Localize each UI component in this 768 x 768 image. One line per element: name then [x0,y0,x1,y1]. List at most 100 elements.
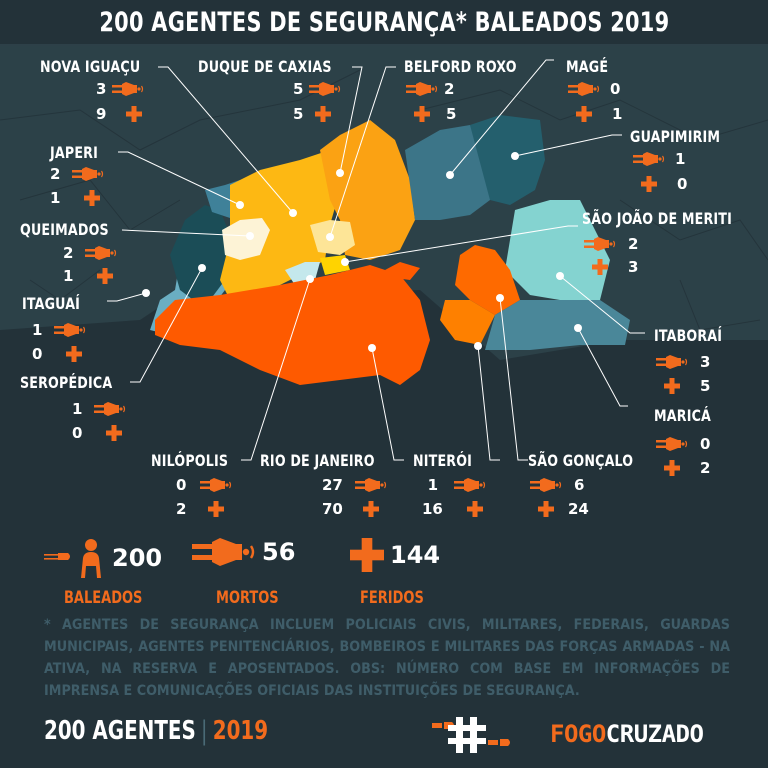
label-marica: MARICÁ [654,406,712,425]
stat-nova-iguacu-feridos: 9 [96,105,142,123]
stat-itaborai-mortos: 3 [656,353,710,371]
bullet-person-icon [309,82,341,96]
bullet-person-icon [530,478,562,492]
region-niteroi [440,300,495,345]
cross-icon [106,425,122,441]
stat-nova-iguacu-mortos: 3 [96,80,144,98]
brand-logo: FOGOCRUZADO [432,712,704,756]
cross-icon [664,460,680,476]
stat-niteroi-mortos: 1 [422,476,486,494]
stat-niteroi-feridos: 16 [422,500,483,518]
stat-marica-mortos: 0 [656,435,710,453]
stat-nilopolis-mortos: 0 [176,476,232,494]
cross-icon [363,501,379,517]
stat-sao-goncalo-feridos: 24 [538,500,589,518]
bullet-person-icon [584,237,616,251]
title-bar: 200 AGENTES DE SEGURANÇA* BALEADOS 2019 [0,0,768,46]
cross-icon [467,501,483,517]
baleados-value: 200 [112,544,163,572]
region-itaborai [505,200,610,300]
stat-sao-goncalo-mortos: 6 [530,476,584,494]
footer-year: 2019 [212,716,269,746]
label-itaguai: ITAGUAÍ [22,294,81,313]
footnote: * Agentes de segurança incluem policiais… [44,617,730,699]
label-itaborai: ITABORAÍ [654,326,723,345]
label-rio-de-janeiro: RIO DE JANEIRO [260,451,375,470]
cross-icon [664,378,680,394]
stat-sao-joao-de-meriti-feridos: 3 [592,258,638,276]
stat-belford-roxo-mortos: 2 [406,80,454,98]
label-seropedica: SEROPÉDICA [20,373,113,392]
footer-separator: | [200,716,208,746]
stat-mage-mortos: 0 [568,80,620,98]
stat-marica-feridos: 2 [664,459,710,477]
bullet-person-icon [112,82,144,96]
footer-main: 200 AGENTES [44,716,196,746]
bullet-person-icon [85,246,117,260]
region-map [0,59,768,525]
stat-itaguai-feridos: 0 [32,345,82,363]
stat-mage-feridos: 1 [576,105,622,123]
stat-japeri-feridos: 1 [50,189,100,207]
stat-rio-de-janeiro-mortos: 27 [322,476,387,494]
stat-seropedica-mortos: 1 [72,400,126,418]
stat-queimados-feridos: 1 [63,267,113,285]
bullet-person-icon [406,82,438,96]
cross-icon [641,176,657,192]
cross-icon [126,106,142,122]
stat-duque-de-caxias-feridos: 5 [293,105,331,123]
bullet-person-icon [656,355,688,369]
label-queimados: QUEIMADOS [20,220,109,239]
mortos-value: 56 [262,538,296,566]
mortos-label: MORTOS [216,588,279,608]
cross-icon [538,501,554,517]
label-sao-joao-de-meriti: SÃO JOÃO DE MERITI [582,209,733,228]
stat-itaguai-mortos: 1 [32,321,86,339]
hashtag-bullets-icon [432,717,510,753]
bullet-person-icon [54,323,86,337]
bullet-person-icon [192,538,256,566]
stat-duque-de-caxias-mortos: 5 [293,80,341,98]
cross-icon [315,106,331,122]
region-guapimirim [470,115,545,205]
bullet-person-icon [656,437,688,451]
bullet-person-icon [355,478,387,492]
bullet-person-icon [633,152,665,166]
label-japeri: JAPERI [50,143,98,162]
bullet-person-icon [72,167,104,181]
label-nova-iguacu: NOVA IGUAÇU [40,57,141,76]
label-mage: MAGÉ [566,57,609,76]
label-duque-de-caxias: DUQUE DE CAXIAS [198,57,332,76]
stat-sao-joao-de-meriti-mortos: 2 [584,235,638,253]
cross-icon [576,106,592,122]
cross-icon [208,501,224,517]
feridos-label: FERIDOS [360,588,424,608]
brand-name: FOGOCRUZADO [550,720,704,748]
label-nilopolis: NILÓPOLIS [151,451,229,470]
footer-title: 200 AGENTES | 2019 [44,716,268,746]
region-rio-de-janeiro [155,265,430,385]
bullet-person-icon [454,478,486,492]
stat-guapimirim-mortos: 1 [633,150,685,168]
bullet-person-icon [200,478,232,492]
stat-nilopolis-feridos: 2 [176,500,224,518]
shot-person-icon [44,539,101,578]
stat-rio-de-janeiro-feridos: 70 [322,500,379,518]
stat-belford-roxo-feridos: 5 [414,105,456,123]
summary-mortos: 56 [192,538,295,566]
stat-japeri-mortos: 2 [50,165,104,183]
label-niteroi: NITERÓI [413,451,473,470]
page-title: 200 AGENTES DE SEGURANÇA* BALEADOS 2019 [99,6,669,38]
stat-seropedica-feridos: 0 [72,424,122,442]
cross-icon [592,259,608,275]
summary-baleados: 200 [44,538,162,578]
bullet-person-icon [94,402,126,416]
bullet-person-icon [568,82,600,96]
label-sao-goncalo: SÃO GONÇALO [528,451,634,470]
baleados-label: BALEADOS [64,588,143,608]
cross-icon [97,268,113,284]
stat-itaborai-feridos: 5 [664,377,710,395]
cross-icon [84,190,100,206]
region-marica [485,300,630,350]
feridos-value: 144 [390,541,441,569]
